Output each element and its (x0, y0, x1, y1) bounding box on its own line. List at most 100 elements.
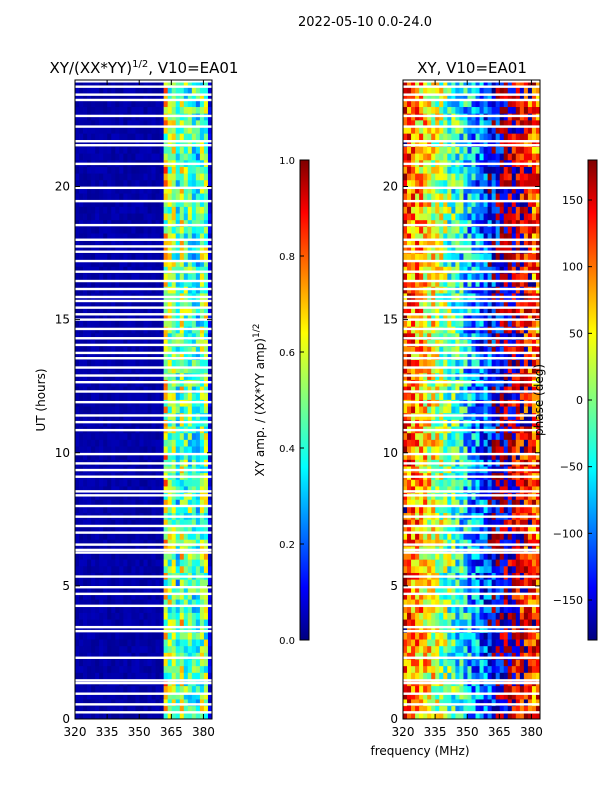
heatmap-cell (159, 99, 165, 108)
heatmap-cell (139, 126, 144, 134)
heatmap-cell (427, 579, 432, 587)
heatmap-cell (155, 519, 161, 527)
heatmap-cell (199, 652, 205, 660)
heatmap-cell (407, 386, 412, 394)
heatmap-cell (187, 625, 193, 633)
heatmap-cell (207, 619, 213, 627)
heatmap-cell (199, 592, 205, 600)
heatmap-cell (179, 619, 185, 627)
heatmap-cell (155, 93, 161, 101)
heatmap-cell (79, 193, 84, 201)
heatmap-cell (75, 386, 80, 394)
heatmap-cell (199, 532, 205, 540)
heatmap-cell (451, 186, 456, 194)
heatmap-cell (147, 80, 152, 88)
heatmap-cell (439, 406, 444, 414)
heatmap-cell (439, 645, 444, 653)
heatmap-cell (119, 332, 124, 340)
heatmap-cell (135, 559, 140, 567)
heatmap-cell (439, 279, 444, 287)
heatmap-cell (87, 665, 92, 673)
heatmap-cell (87, 166, 92, 174)
heatmap-cell (127, 605, 132, 613)
heatmap-cell (123, 193, 128, 201)
heatmap-cell (435, 506, 440, 514)
heatmap-cell (195, 239, 201, 247)
heatmap-cell (139, 133, 144, 141)
heatmap-cell (419, 86, 424, 94)
heatmap-cell (111, 80, 116, 88)
heatmap-cell (191, 639, 197, 647)
heatmap-cell (163, 239, 169, 247)
flagged-gap (75, 625, 212, 629)
heatmap-cell (103, 532, 108, 540)
heatmap-cell (123, 266, 128, 274)
heatmap-cell (411, 193, 416, 201)
heatmap-cell (171, 605, 177, 613)
heatmap-cell (403, 652, 408, 660)
heatmap-cell (167, 632, 173, 640)
heatmap-cell (91, 692, 96, 700)
heatmap-cell (171, 226, 177, 234)
heatmap-cell (83, 479, 88, 487)
heatmap-cell (99, 146, 104, 154)
heatmap-cell (143, 93, 148, 101)
heatmap-cell (135, 692, 140, 700)
heatmap-cell (75, 585, 80, 593)
heatmap-cell (191, 213, 197, 221)
heatmap-cell (135, 93, 140, 101)
heatmap-cell (135, 392, 140, 400)
heatmap-cell (451, 539, 456, 547)
heatmap-cell (403, 99, 408, 108)
heatmap-cell (147, 253, 152, 261)
heatmap-cell (191, 173, 197, 181)
heatmap-cell (467, 486, 472, 494)
heatmap-cell (91, 432, 96, 440)
flagged-gap (75, 420, 212, 424)
heatmap-cell (419, 106, 424, 114)
heatmap-cell (403, 366, 408, 374)
heatmap-cell (79, 712, 84, 720)
heatmap-cell (439, 652, 444, 660)
heatmap-cell (95, 352, 100, 360)
heatmap-cell (99, 306, 104, 314)
heatmap-cell (459, 259, 464, 267)
heatmap-cell (131, 319, 136, 327)
heatmap-cell (99, 499, 104, 507)
heatmap-cell (143, 692, 148, 700)
heatmap-cell (419, 645, 424, 653)
heatmap-cell (139, 146, 144, 154)
heatmap-cell (407, 645, 412, 653)
heatmap-cell (191, 539, 197, 547)
heatmap-cell (187, 339, 193, 347)
heatmap-cell (147, 86, 152, 94)
heatmap-cell (103, 319, 108, 327)
heatmap-cell (403, 312, 408, 321)
heatmap-cell (203, 366, 209, 374)
heatmap-cell (431, 219, 436, 227)
heatmap-cell (187, 119, 193, 127)
heatmap-cell (427, 106, 432, 114)
heatmap-cell (127, 273, 132, 281)
heatmap-cell (195, 86, 201, 94)
heatmap-cell (411, 259, 416, 267)
heatmap-cell (203, 273, 209, 281)
heatmap-cell (423, 619, 428, 627)
heatmap-cell (447, 259, 452, 267)
heatmap-cell (407, 612, 412, 620)
heatmap-cell (191, 346, 197, 354)
heatmap-cell (111, 406, 116, 414)
heatmap-cell (411, 253, 416, 261)
heatmap-cell (411, 659, 416, 667)
heatmap-cell (431, 299, 436, 307)
heatmap-cell (131, 392, 136, 400)
heatmap-cell (75, 692, 80, 700)
heatmap-cell (139, 632, 144, 640)
heatmap-cell (411, 366, 416, 374)
heatmap-cell (167, 605, 173, 613)
y-tick-label: 0 (62, 712, 70, 726)
heatmap-cell (427, 539, 432, 547)
heatmap-cell (135, 432, 140, 440)
heatmap-cell (455, 406, 460, 414)
heatmap-cell (103, 246, 108, 254)
